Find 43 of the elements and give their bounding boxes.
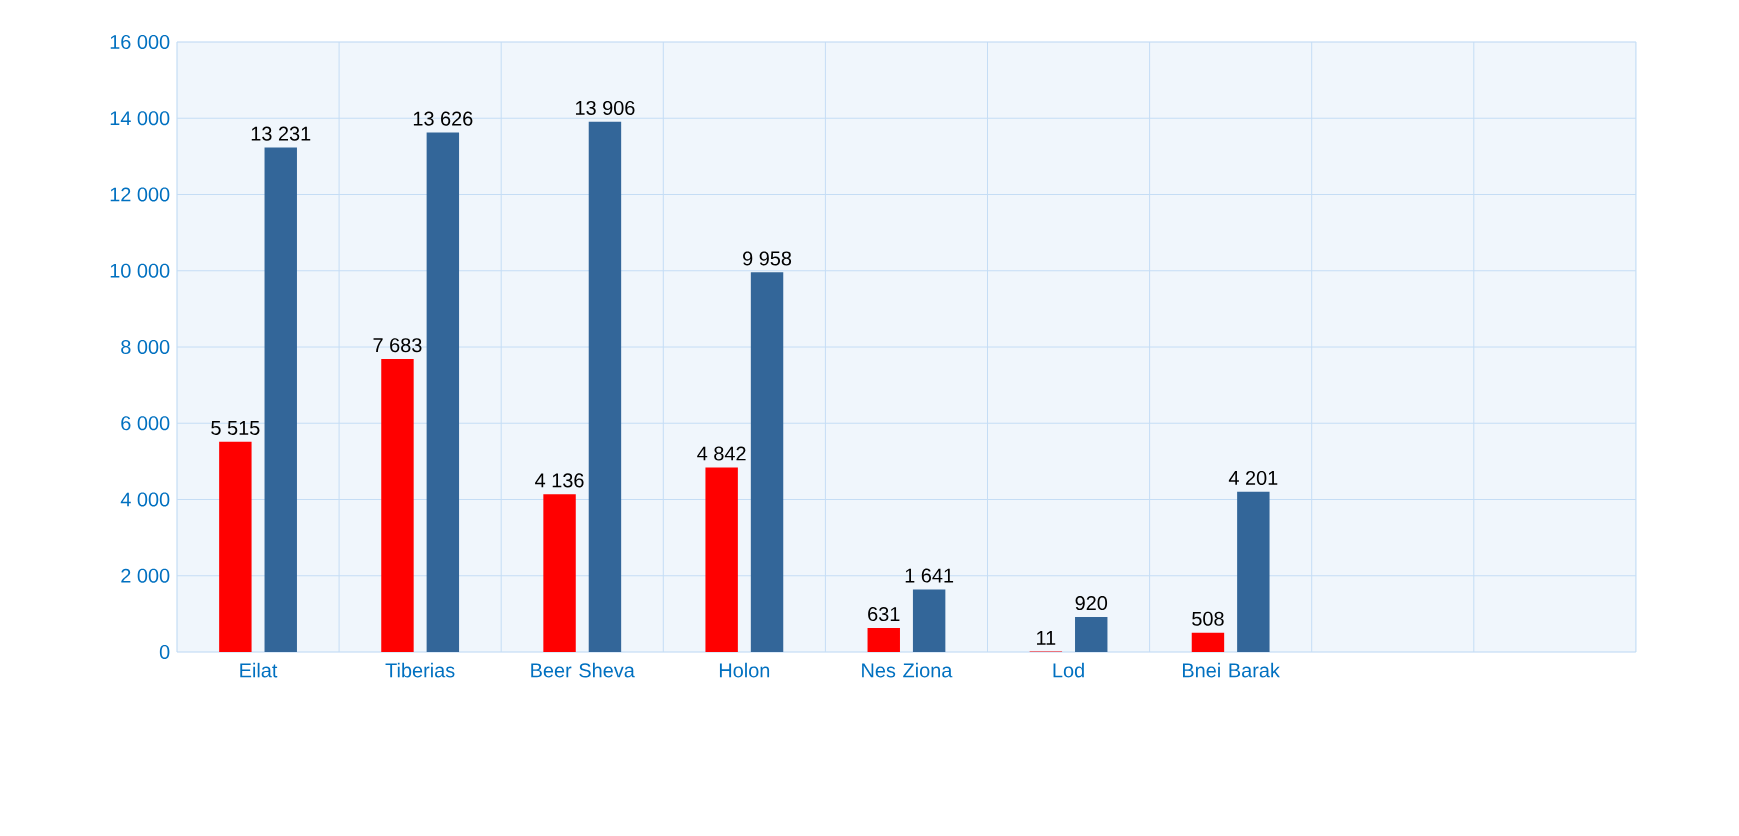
data-label: 11 <box>1037 631 1056 645</box>
x-tick-label: Nes Ziona <box>862 662 953 678</box>
data-label: 9 958 <box>743 251 792 266</box>
data-label: 13 626 <box>413 111 473 126</box>
data-label: 631 <box>868 607 900 622</box>
data-label: 920 <box>1075 595 1108 611</box>
data-label: 13 231 <box>251 126 311 141</box>
bar <box>426 132 460 652</box>
x-tick-label: Eilat <box>240 662 278 678</box>
data-label: 5 515 <box>211 421 260 435</box>
bar <box>1191 632 1225 652</box>
bar <box>750 272 784 652</box>
y-tick-label: 4 000 <box>120 492 170 507</box>
x-tick-label: Lod <box>1053 662 1084 678</box>
bar <box>381 359 414 652</box>
bar <box>867 627 900 652</box>
y-tick-label: 6 000 <box>121 416 170 431</box>
data-label: 1 641 <box>905 568 954 583</box>
bar <box>912 589 946 652</box>
data-label: 13 906 <box>575 100 635 115</box>
y-tick-label: 0 <box>159 644 170 660</box>
data-label: 4 136 <box>535 473 584 488</box>
bar <box>588 121 622 652</box>
x-tick-label: Holon <box>719 662 770 678</box>
y-tick-label: 8 000 <box>121 339 170 355</box>
bar <box>219 441 252 652</box>
bar <box>543 494 576 652</box>
x-tick-label: Beer Sheva <box>531 662 635 678</box>
y-tick-label: 2 000 <box>121 568 170 583</box>
bar <box>1237 491 1270 652</box>
data-label: 4 201 <box>1228 470 1278 485</box>
data-label: 508 <box>1192 611 1224 626</box>
data-label: 4 842 <box>697 446 746 461</box>
y-tick-label: 14 000 <box>110 111 170 126</box>
x-tick-label: Bnei Barak <box>1183 662 1280 678</box>
data-label: 7 683 <box>373 338 422 353</box>
y-tick-label: 12 000 <box>110 187 170 202</box>
bar <box>705 467 738 652</box>
y-tick-label: 10 000 <box>110 263 170 278</box>
x-tick-label: Tiberias <box>385 662 455 678</box>
y-tick-label: 16 000 <box>110 34 170 50</box>
bar <box>264 147 297 652</box>
bar <box>1075 616 1108 652</box>
